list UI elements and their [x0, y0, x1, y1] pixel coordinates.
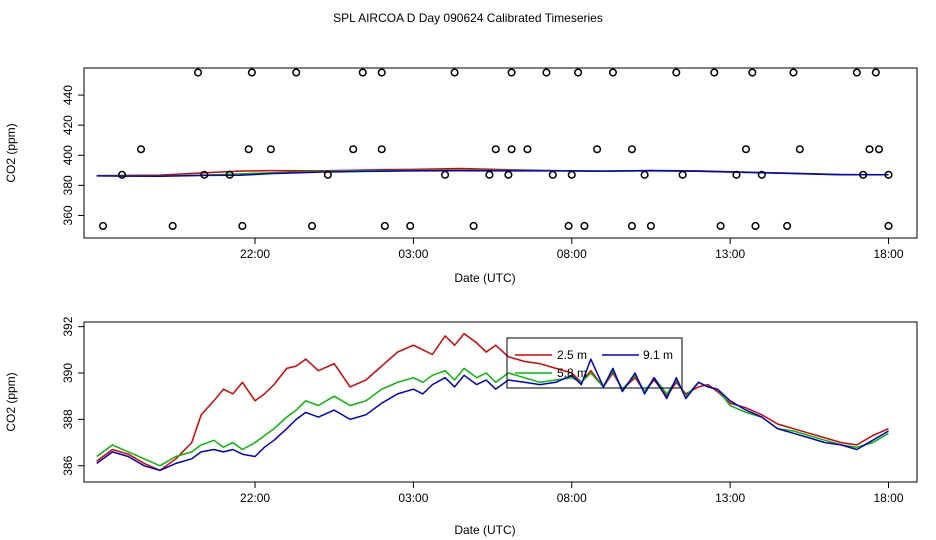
top-calibration-point: [504, 170, 513, 179]
top-calibration-point: [349, 145, 358, 154]
top-calibration-point: [795, 145, 804, 154]
top-calibration-point: [751, 221, 760, 231]
top-panel: 22:00 03:00 08:00 13:00 18:00 360 380 400 420 440…: [4, 67, 918, 285]
top-y-tick-label: 400: [61, 145, 75, 165]
top-y-tick-label: 420: [61, 115, 75, 135]
top-calibration-point: [646, 221, 655, 231]
top-calibration-point: [732, 170, 741, 179]
top-calibration-point: [608, 68, 617, 77]
top-calibration-point: [789, 68, 798, 77]
top-calibration-point: [244, 145, 253, 154]
bottom-y-axis-label: CO2 (ppm): [4, 372, 18, 431]
top-calibration-point: [406, 221, 415, 231]
top-calibration-point: [523, 145, 532, 154]
top-calibration-point: [884, 221, 893, 231]
top-calibration-point: [748, 68, 757, 77]
top-calibration-point: [450, 68, 459, 77]
top-calibration-point: [852, 68, 861, 77]
legend-label-2-5m: 2.5 m: [557, 348, 587, 362]
bottom-y-tick-label: 392: [61, 316, 75, 336]
top-calibration-point: [627, 221, 636, 231]
top-calibration-point: [358, 68, 367, 77]
top-calibration-point: [377, 68, 386, 77]
bottom-x-axis-label: Date (UTC): [454, 523, 515, 537]
top-calibration-point: [874, 145, 884, 154]
bottom-y-tick-label: 386: [61, 455, 75, 475]
top-calibration-point: [678, 170, 687, 179]
top-calibration-point: [117, 170, 127, 179]
top-calibration-point: [307, 221, 317, 231]
bottom-series-5-8-m-line: [96, 367, 889, 467]
top-calibration-point: [865, 145, 874, 154]
top-calibration-point: [567, 170, 576, 179]
top-calibration-point: [292, 68, 301, 77]
top-calibration-point: [441, 170, 450, 179]
top-calibration-point: [710, 68, 719, 77]
top-calibration-point: [574, 68, 583, 77]
bottom-panel: 22:00 03:00 08:00 13:00 18:00 386 388 390 392 2.…: [4, 316, 918, 537]
top-calibration-point: [491, 145, 500, 154]
legend-box: [506, 337, 683, 389]
top-x-tick-label: 22:00: [240, 247, 270, 261]
top-calibration-point: [884, 170, 893, 179]
top-calibration-point: [593, 145, 602, 154]
top-calibration-point: [98, 221, 108, 231]
legend-label-5-8m: 5.8 m: [557, 366, 587, 380]
top-y-tick-label: 380: [61, 175, 75, 195]
top-calibration-point: [469, 221, 478, 231]
bottom-x-tick-label: 13:00: [715, 491, 745, 505]
top-y-tick-label: 440: [61, 85, 75, 105]
bottom-series-9-1-m-line: [96, 358, 889, 472]
top-calibration-point: [859, 170, 868, 179]
top-calibration-point: [741, 145, 751, 154]
top-calibration-point: [238, 221, 247, 231]
top-calibration-point: [136, 145, 146, 154]
top-calibration-point: [871, 68, 880, 77]
top-calibration-point: [377, 145, 386, 154]
top-calibration-point: [507, 145, 516, 154]
top-plot-frame: [83, 67, 918, 239]
top-calibration-point: [247, 68, 256, 77]
bottom-plot-frame: [83, 321, 918, 483]
top-calibration-point: [757, 170, 766, 179]
top-x-tick-label: 18:00: [873, 247, 903, 261]
bottom-x-tick-label: 18:00: [873, 491, 903, 505]
top-calibration-point: [266, 145, 275, 154]
bottom-x-tick-label: 22:00: [240, 491, 270, 505]
top-calibration-point: [193, 68, 203, 77]
top-calibration-point: [672, 68, 681, 77]
top-y-axis-label: CO2 (ppm): [4, 123, 18, 182]
top-calibration-point: [507, 68, 516, 77]
top-calibration-point: [640, 170, 649, 179]
legend: 2.5 m 9.1 m 5.8 m: [506, 337, 683, 389]
top-x-tick-label: 13:00: [715, 247, 745, 261]
bottom-x-tick-label: 03:00: [398, 491, 428, 505]
legend-label-9-1m: 9.1 m: [643, 348, 673, 362]
top-calibration-point: [485, 170, 494, 179]
top-series-9-1-m-line: [96, 169, 889, 178]
top-x-tick-label: 03:00: [398, 247, 428, 261]
top-x-axis-label: Date (UTC): [454, 271, 515, 285]
top-calibration-point: [548, 170, 557, 179]
top-x-tick-label: 08:00: [557, 247, 587, 261]
top-calibration-point: [168, 221, 177, 231]
top-calibration-point: [627, 145, 636, 154]
top-calibration-point: [542, 68, 551, 77]
chart-title: SPL AIRCOA D Day 090624 Calibrated Times…: [333, 11, 603, 25]
top-calibration-point: [783, 221, 792, 231]
bottom-y-tick-label: 390: [61, 363, 75, 383]
top-calibration-point: [200, 170, 209, 179]
top-calibration-point: [380, 221, 389, 231]
top-calibration-point: [225, 170, 234, 179]
bottom-x-tick-label: 08:00: [557, 491, 587, 505]
bottom-y-tick-label: 388: [61, 409, 75, 429]
top-calibration-point: [564, 221, 573, 231]
top-calibration-point: [716, 221, 725, 231]
top-y-tick-label: 360: [61, 205, 75, 225]
top-calibration-point: [580, 221, 589, 231]
top-calibration-point: [323, 170, 332, 179]
